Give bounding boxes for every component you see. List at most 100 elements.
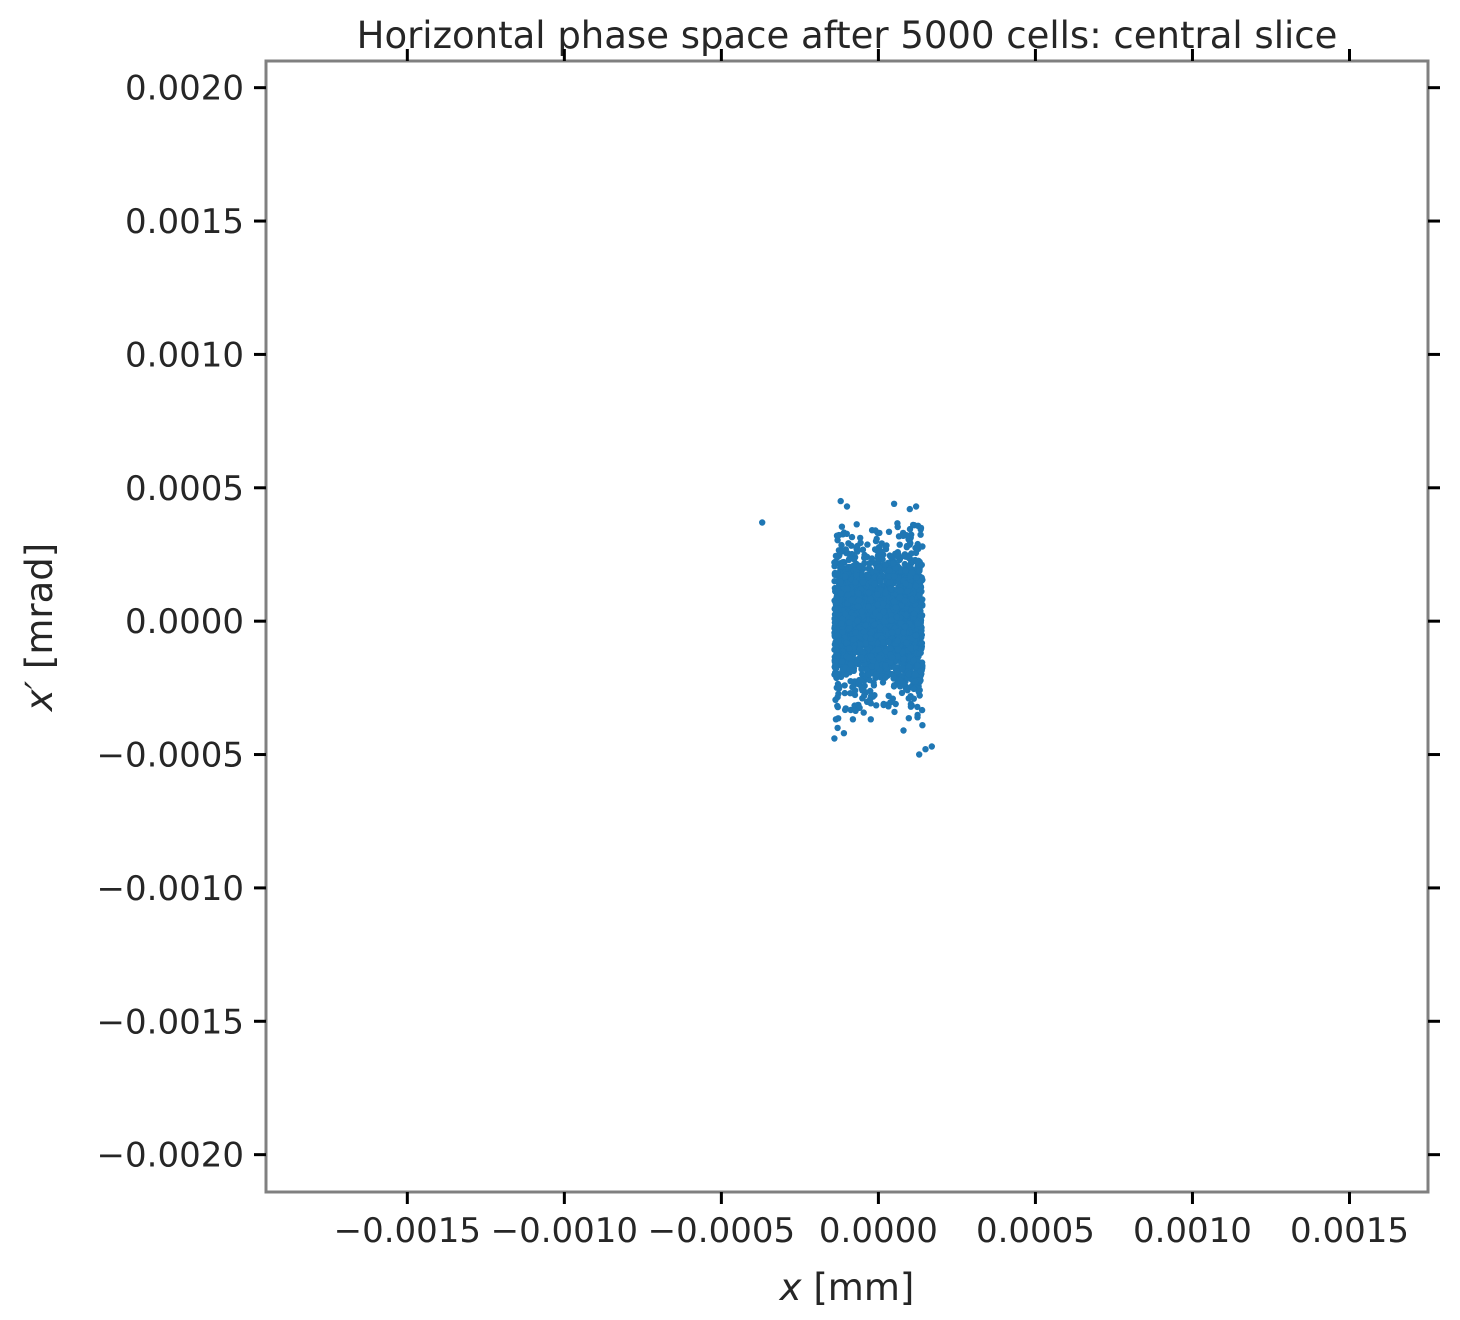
data-point <box>928 743 935 750</box>
data-point <box>916 591 923 599</box>
data-point <box>905 715 912 722</box>
data-point <box>906 505 913 513</box>
x-tick-label: 0.0010 <box>1133 1211 1252 1251</box>
data-point <box>852 707 859 714</box>
data-point <box>904 685 911 693</box>
x-axis-label-var: x <box>779 1266 803 1309</box>
y-tick-label: 0.0010 <box>125 335 244 375</box>
data-point <box>847 690 854 697</box>
data-point <box>901 597 909 604</box>
data-point <box>858 608 866 615</box>
x-tick-label: −0.0015 <box>334 1211 481 1251</box>
data-point <box>890 500 898 507</box>
data-point <box>886 579 894 586</box>
data-point <box>842 573 849 580</box>
data-point <box>862 640 869 647</box>
y-axis-ticks: 0.0020 0.0015 0.0010 0.0005 0.0000 −0.0005 −0.… <box>97 69 1440 1176</box>
data-point <box>888 612 895 619</box>
data-point <box>894 553 901 560</box>
x-tick-label: −0.0010 <box>491 1211 638 1251</box>
y-axis-label: x′ [mrad] <box>18 543 61 712</box>
data-point <box>922 746 929 753</box>
data-point <box>913 574 920 581</box>
data-point <box>841 689 848 697</box>
data-point <box>883 542 890 549</box>
data-point <box>907 700 915 708</box>
data-point <box>854 603 862 610</box>
data-point <box>900 655 907 663</box>
data-point <box>846 654 853 661</box>
data-point <box>894 523 901 531</box>
data-point <box>847 706 854 714</box>
data-point <box>846 645 853 652</box>
data-point <box>838 541 845 549</box>
data-point <box>834 724 841 732</box>
data-point <box>876 612 883 620</box>
data-point <box>899 664 906 672</box>
data-point <box>885 692 892 700</box>
data-point <box>887 645 894 652</box>
data-point <box>873 639 881 647</box>
data-point <box>900 629 907 636</box>
data-point <box>857 677 865 684</box>
data-point <box>759 519 766 526</box>
data-point <box>875 646 882 653</box>
data-point <box>868 663 875 670</box>
data-point <box>833 594 840 601</box>
data-point <box>838 563 845 570</box>
data-point <box>877 578 884 585</box>
data-point <box>882 662 889 669</box>
data-point <box>908 569 916 576</box>
data-point <box>835 637 842 645</box>
data-point <box>856 563 863 570</box>
data-point <box>912 632 920 639</box>
data-point <box>834 652 841 659</box>
data-point <box>880 701 887 709</box>
data-point <box>892 604 900 611</box>
data-point <box>890 560 897 567</box>
data-point <box>865 589 872 597</box>
data-point <box>886 573 893 580</box>
data-point <box>855 597 863 604</box>
data-point <box>853 544 860 551</box>
data-point <box>905 670 912 678</box>
y-tick-label: 0.0000 <box>125 602 244 642</box>
data-point <box>916 567 923 575</box>
data-point <box>848 533 856 541</box>
data-point <box>872 527 879 534</box>
plot-frame <box>264 59 1430 1194</box>
data-point <box>904 587 911 595</box>
y-tick-label: −0.0020 <box>97 1136 244 1176</box>
data-point <box>867 700 874 707</box>
data-point <box>841 682 848 689</box>
data-point <box>846 619 853 626</box>
data-point <box>868 555 876 562</box>
data-point <box>919 722 926 729</box>
data-point <box>839 615 846 622</box>
data-point <box>843 639 850 647</box>
data-point <box>847 661 855 668</box>
data-point <box>838 523 846 530</box>
scatter-points <box>759 497 935 758</box>
data-point <box>875 564 883 571</box>
data-point <box>914 620 921 627</box>
data-point <box>912 549 920 557</box>
data-point <box>874 555 882 562</box>
data-point <box>873 535 880 543</box>
data-point <box>905 663 913 670</box>
data-point <box>834 537 841 544</box>
data-point <box>901 623 908 631</box>
data-point <box>867 716 874 723</box>
data-point <box>896 594 904 601</box>
data-point <box>900 532 907 539</box>
data-point <box>894 628 901 635</box>
data-point <box>896 541 903 548</box>
data-point <box>896 587 904 594</box>
data-point <box>834 693 841 701</box>
data-point <box>918 706 926 714</box>
data-point <box>874 591 881 598</box>
data-point <box>914 662 921 669</box>
data-point <box>880 617 888 625</box>
data-point <box>853 571 860 579</box>
data-point <box>906 536 913 544</box>
